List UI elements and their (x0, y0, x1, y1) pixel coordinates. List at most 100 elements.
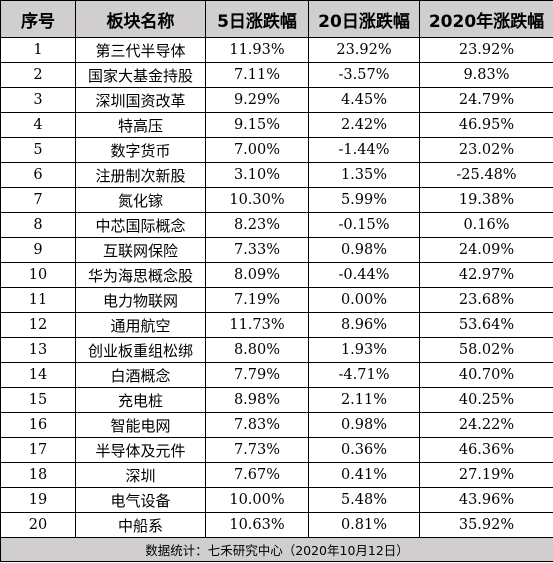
sector-name: 智能电网 (75, 412, 206, 438)
row-index: 9 (0, 237, 76, 263)
table-row: 12 通用航空 11.73% 8.96% 53.64% (0, 312, 553, 338)
change-5day: 10.63% (205, 512, 309, 538)
change-5day: 7.83% (205, 412, 309, 438)
row-index: 4 (0, 112, 76, 138)
sector-name: 白酒概念 (75, 362, 206, 388)
change-2020: 23.92% (419, 37, 553, 63)
change-2020: 24.79% (419, 87, 553, 113)
change-20day: 1.93% (308, 337, 420, 363)
change-20day: 5.48% (308, 487, 420, 513)
table-row: 4 特高压 9.15% 2.42% 46.95% (0, 112, 553, 138)
sector-name: 电力物联网 (75, 287, 206, 313)
change-5day: 8.09% (205, 262, 309, 288)
change-20day: -4.71% (308, 362, 420, 388)
change-5day: 7.11% (205, 62, 309, 88)
change-5day: 7.73% (205, 437, 309, 463)
sector-name: 注册制次新股 (75, 162, 206, 188)
row-index: 19 (0, 487, 76, 513)
table-row: 13 创业板重组松绑 8.80% 1.93% 58.02% (0, 337, 553, 363)
sector-name: 国家大基金持股 (75, 62, 206, 88)
row-index: 2 (0, 62, 76, 88)
change-2020: 24.09% (419, 237, 553, 263)
table-row: 11 电力物联网 7.19% 0.00% 23.68% (0, 287, 553, 313)
sector-name: 特高压 (75, 112, 206, 138)
change-2020: 53.64% (419, 312, 553, 338)
change-20day: 1.35% (308, 162, 420, 188)
change-5day: 10.30% (205, 187, 309, 213)
change-2020: 40.70% (419, 362, 553, 388)
change-20day: 5.99% (308, 187, 420, 213)
change-2020: 19.38% (419, 187, 553, 213)
header-sector-name: 板块名称 (75, 0, 206, 38)
change-5day: 8.80% (205, 337, 309, 363)
row-index: 18 (0, 462, 76, 488)
change-20day: 0.81% (308, 512, 420, 538)
change-20day: -0.44% (308, 262, 420, 288)
sector-name: 通用航空 (75, 312, 206, 338)
row-index: 7 (0, 187, 76, 213)
row-index: 15 (0, 387, 76, 413)
change-20day: -3.57% (308, 62, 420, 88)
change-5day: 9.29% (205, 87, 309, 113)
header-2020-change: 2020年涨跌幅 (419, 0, 553, 38)
row-index: 10 (0, 262, 76, 288)
sector-name: 华为海思概念股 (75, 262, 206, 288)
change-5day: 7.19% (205, 287, 309, 313)
change-20day: 2.11% (308, 387, 420, 413)
row-index: 12 (0, 312, 76, 338)
table-row: 19 电气设备 10.00% 5.48% 43.96% (0, 487, 553, 513)
sector-name: 中芯国际概念 (75, 212, 206, 238)
change-2020: 27.19% (419, 462, 553, 488)
change-2020: 23.02% (419, 137, 553, 163)
data-source-note: 数据统计：七禾研究中心（2020年10月12日） (0, 537, 553, 562)
change-20day: 0.36% (308, 437, 420, 463)
table-row: 1 第三代半导体 11.93% 23.92% 23.92% (0, 37, 553, 63)
table-body: 1 第三代半导体 11.93% 23.92% 23.92% 2 国家大基金持股 7.11% -3… (0, 37, 553, 538)
change-2020: 9.83% (419, 62, 553, 88)
change-2020: 23.68% (419, 287, 553, 313)
table-row: 18 深圳 7.67% 0.41% 27.19% (0, 462, 553, 488)
sector-name: 充电桩 (75, 387, 206, 413)
row-index: 5 (0, 137, 76, 163)
sector-name: 数字货币 (75, 137, 206, 163)
change-2020: 42.97% (419, 262, 553, 288)
sector-name: 深圳国资改革 (75, 87, 206, 113)
header-20day-change: 20日涨跌幅 (308, 0, 420, 38)
table-row: 6 注册制次新股 3.10% 1.35% -25.48% (0, 162, 553, 188)
change-5day: 10.00% (205, 487, 309, 513)
change-2020: 43.96% (419, 487, 553, 513)
sector-name: 氮化镓 (75, 187, 206, 213)
change-20day: 0.00% (308, 287, 420, 313)
sector-name: 深圳 (75, 462, 206, 488)
row-index: 17 (0, 437, 76, 463)
change-2020: 0.16% (419, 212, 553, 238)
change-5day: 9.15% (205, 112, 309, 138)
table-row: 15 充电桩 8.98% 2.11% 40.25% (0, 387, 553, 413)
change-20day: 0.41% (308, 462, 420, 488)
change-20day: 0.98% (308, 237, 420, 263)
row-index: 6 (0, 162, 76, 188)
table-row: 9 互联网保险 7.33% 0.98% 24.09% (0, 237, 553, 263)
change-5day: 7.00% (205, 137, 309, 163)
row-index: 14 (0, 362, 76, 388)
table-row: 16 智能电网 7.83% 0.98% 24.22% (0, 412, 553, 438)
change-20day: 2.42% (308, 112, 420, 138)
change-2020: 58.02% (419, 337, 553, 363)
change-2020: 40.25% (419, 387, 553, 413)
change-5day: 8.23% (205, 212, 309, 238)
change-5day: 7.67% (205, 462, 309, 488)
header-index: 序号 (0, 0, 76, 38)
sector-name: 创业板重组松绑 (75, 337, 206, 363)
change-5day: 7.79% (205, 362, 309, 388)
table-row: 5 数字货币 7.00% -1.44% 23.02% (0, 137, 553, 163)
change-2020: 46.95% (419, 112, 553, 138)
row-index: 1 (0, 37, 76, 63)
change-5day: 3.10% (205, 162, 309, 188)
change-20day: 23.92% (308, 37, 420, 63)
header-row: 序号 板块名称 5日涨跌幅 20日涨跌幅 2020年涨跌幅 (0, 0, 553, 38)
change-5day: 8.98% (205, 387, 309, 413)
row-index: 3 (0, 87, 76, 113)
change-5day: 11.93% (205, 37, 309, 63)
